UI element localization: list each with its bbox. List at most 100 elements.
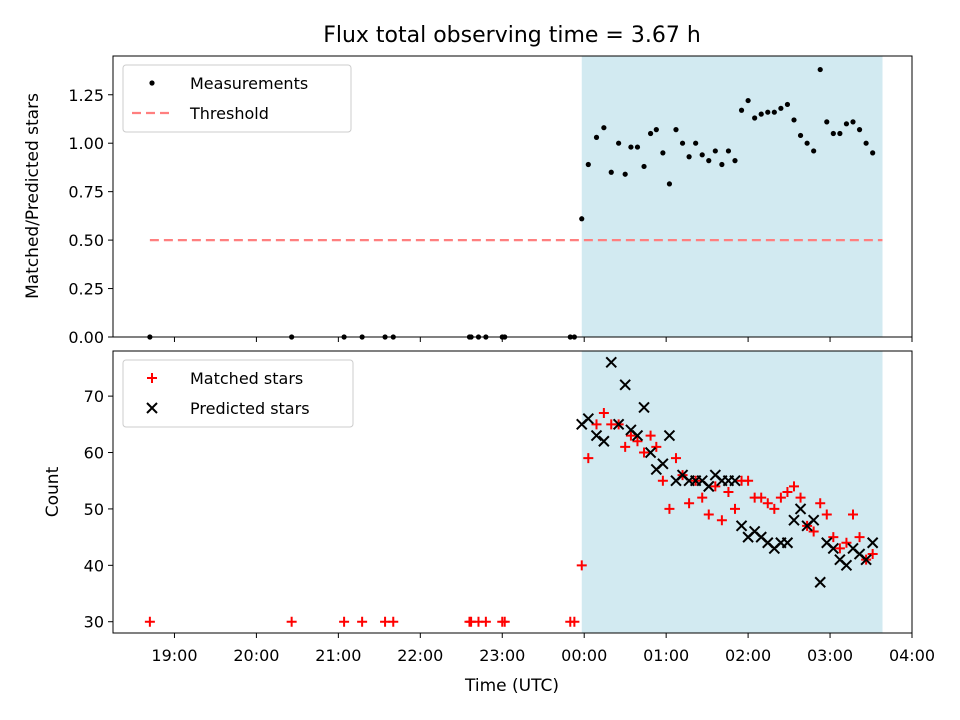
bottom-predicted-stars-point xyxy=(663,429,676,442)
bottom-matched-stars-point xyxy=(729,503,740,514)
top-panel: 0.00 0.25 0.50 0.75 1.00 1.25 Measurements Thre… xyxy=(68,55,913,347)
top-measurements-point xyxy=(593,134,600,140)
bottom-matched-stars-point xyxy=(632,436,643,447)
top-y-tick-label: 0.00 xyxy=(68,328,104,347)
bottom-matched-stars-point xyxy=(625,430,636,441)
top-measurements-point xyxy=(628,144,634,150)
bottom-predicted-stars-point xyxy=(814,576,826,588)
bottom-predicted-stars-point xyxy=(582,412,595,425)
bottom-matched-stars-point xyxy=(357,616,368,627)
bottom-panel: 30 40 50 60 70 19:00 20:00 21:00 22:00 23:00 00:00… xyxy=(84,350,935,665)
top-measurements-point xyxy=(719,161,725,168)
top-measurements-point xyxy=(653,127,659,133)
top-measurements-point xyxy=(616,140,622,146)
bottom-matched-stars-point xyxy=(651,441,662,452)
legend-label: Threshold xyxy=(189,104,269,123)
top-measurements-point xyxy=(804,140,810,146)
x-tick-label: 22:00 xyxy=(397,646,443,665)
top-y-tick-label: 0.75 xyxy=(68,183,104,202)
top-measurements-point xyxy=(712,148,718,154)
bottom-matched-stars-point xyxy=(657,475,668,486)
bottom-predicted-stars-point xyxy=(638,401,650,414)
bottom-matched-stars-point xyxy=(710,481,721,492)
bottom-predicted-stars-point xyxy=(605,356,617,368)
bottom-predicted-stars-point xyxy=(788,514,800,526)
top-measurements-point xyxy=(738,107,745,113)
x-tick-label: 01:00 xyxy=(643,646,689,665)
top-measurements-point xyxy=(608,169,614,175)
top-measurements-point xyxy=(679,140,686,146)
top-measurements-point xyxy=(811,148,817,154)
bottom-matched-stars-point xyxy=(697,492,708,503)
legend-matched-marker xyxy=(147,373,157,383)
bottom-matched-stars-point xyxy=(716,515,727,526)
legend-label: Matched stars xyxy=(190,369,303,388)
top-measurements-point xyxy=(758,111,764,117)
top-measurements-point xyxy=(843,121,850,127)
top-measurements-point xyxy=(725,148,732,154)
bottom-matched-stars-point xyxy=(664,503,675,514)
bottom-y-tick-label: 60 xyxy=(84,444,104,463)
bottom-predicted-stars-point xyxy=(807,514,820,526)
bottom-matched-stars-point xyxy=(723,487,734,497)
top-observing-span xyxy=(581,56,883,337)
bottom-matched-stars-point xyxy=(756,492,767,503)
top-measurements-point xyxy=(686,154,692,160)
bottom-predicted-stars-point xyxy=(729,475,741,487)
bottom-matched-stars-point xyxy=(808,526,819,537)
bottom-matched-stars-point xyxy=(684,498,695,509)
bottom-matched-stars-point xyxy=(670,453,681,464)
top-measurements-point xyxy=(850,119,856,125)
bottom-legend: Matched stars Predicted stars xyxy=(122,359,354,428)
bottom-matched-stars-point xyxy=(847,509,858,520)
bottom-predicted-stars-point xyxy=(703,480,715,493)
top-measurements-point xyxy=(784,101,791,108)
top-measurements-point xyxy=(634,144,641,150)
bottom-predicted-stars-point xyxy=(735,520,748,532)
top-measurements-point xyxy=(817,66,823,73)
bottom-predicted-stars-point xyxy=(840,559,853,572)
bottom-predicted-stars-point xyxy=(794,503,807,515)
top-y-tick-label: 0.50 xyxy=(68,231,104,250)
top-measurements-point xyxy=(856,127,863,133)
top-measurements-point xyxy=(706,158,712,164)
legend-label: Predicted stars xyxy=(190,399,310,418)
bottom-matched-stars-point xyxy=(591,419,602,430)
bottom-y-tick-label: 70 xyxy=(84,387,104,406)
bottom-matched-stars-point xyxy=(841,537,852,548)
bottom-matched-stars-point xyxy=(620,441,631,452)
x-tick-label: 04:00 xyxy=(889,646,935,665)
bottom-matched-stars-point xyxy=(821,509,832,520)
bottom-predicted-stars-point xyxy=(619,379,631,391)
bottom-matched-stars-point xyxy=(762,498,773,509)
bottom-matched-stars-point xyxy=(854,532,865,543)
bottom-y-tick-label: 50 xyxy=(84,500,104,519)
bottom-matched-stars-point xyxy=(499,616,510,627)
top-measurements-point xyxy=(601,125,607,131)
top-measurements-point xyxy=(797,132,804,139)
bottom-y-axis-label: Count xyxy=(43,466,63,517)
bottom-matched-stars-point xyxy=(769,503,780,514)
top-measurements-point xyxy=(870,150,876,156)
bottom-matched-stars-point xyxy=(743,475,754,486)
bottom-y-tick-label: 30 xyxy=(84,613,104,632)
x-tick-label: 03:00 xyxy=(807,646,853,665)
bottom-matched-stars-point xyxy=(645,430,656,441)
top-measurements-point xyxy=(830,130,836,137)
bottom-matched-stars-point xyxy=(703,509,714,520)
top-y-tick-label: 1.00 xyxy=(68,134,104,153)
bottom-matched-stars-point xyxy=(583,453,594,464)
top-measurements-point xyxy=(771,109,777,115)
legend-measurements-marker xyxy=(149,80,155,86)
top-measurements-point xyxy=(622,171,628,177)
top-measurements-point xyxy=(693,140,699,146)
top-measurements-point xyxy=(585,161,591,168)
top-measurements-point xyxy=(673,127,679,133)
bottom-matched-stars-point xyxy=(639,447,650,458)
top-measurements-point xyxy=(837,130,843,137)
x-tick-label: 21:00 xyxy=(315,646,361,665)
top-measurements-point xyxy=(666,181,673,187)
bottom-y-tick-label: 40 xyxy=(84,556,104,575)
top-measurements-point xyxy=(732,158,738,164)
x-tick-label: 20:00 xyxy=(233,646,279,665)
